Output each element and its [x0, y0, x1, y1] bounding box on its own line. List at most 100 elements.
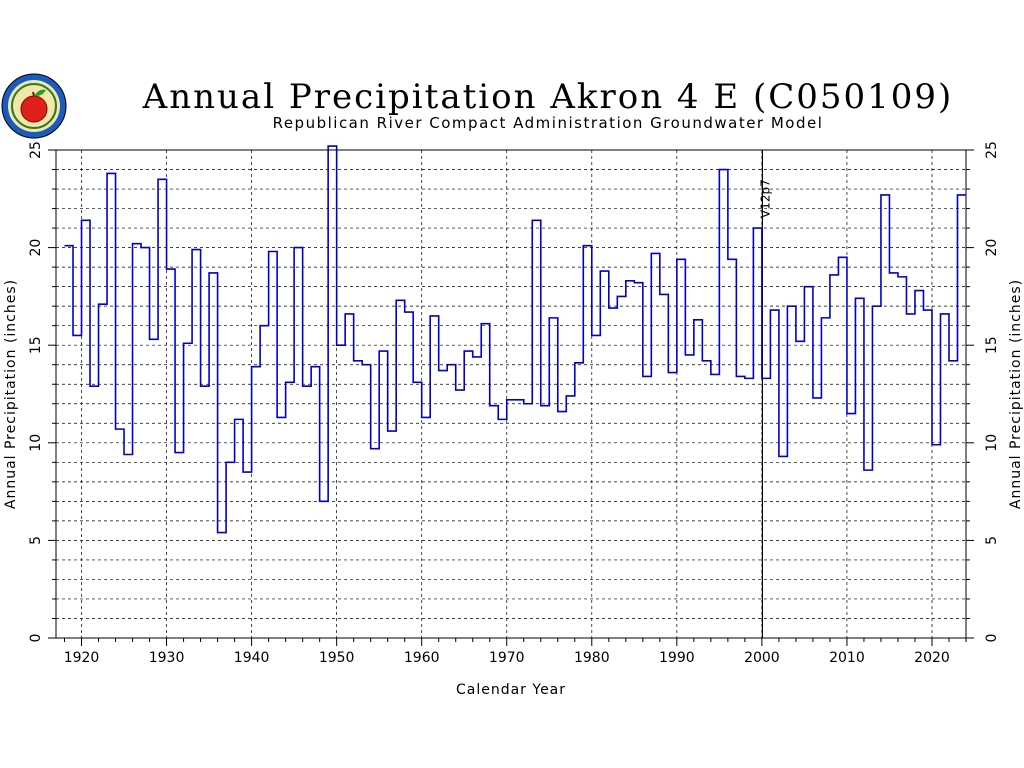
year-value-mark — [294, 247, 303, 249]
year-value-mark — [133, 243, 142, 245]
y-tick-label-right: 5 — [984, 536, 1000, 545]
year-value-mark — [787, 305, 796, 307]
y-tick-label-right: 10 — [984, 434, 1000, 452]
series-layer — [64, 145, 966, 534]
year-value-mark — [405, 311, 414, 313]
x-tick-label: 2010 — [829, 650, 865, 666]
y-tick-label-left: 10 — [28, 434, 44, 452]
year-value-mark — [583, 245, 592, 247]
year-value-mark — [940, 313, 949, 315]
y-axis-label-right: Annual Precipitation (inches) — [1008, 279, 1024, 509]
year-value-mark — [728, 258, 737, 260]
year-value-mark — [65, 245, 74, 247]
year-value-mark — [643, 375, 652, 377]
x-tick-label: 1960 — [404, 650, 440, 666]
year-value-mark — [770, 309, 779, 311]
year-value-mark — [252, 366, 261, 368]
precipitation-series-line — [64, 145, 966, 534]
year-value-mark — [456, 389, 465, 391]
year-value-mark — [719, 169, 728, 171]
year-value-mark — [923, 309, 932, 311]
year-value-mark — [345, 313, 354, 315]
year-value-mark — [379, 350, 388, 352]
year-value-mark — [711, 373, 720, 375]
year-value-mark — [600, 270, 609, 272]
year-value-mark — [821, 317, 830, 319]
chart-title: Annual Precipitation Akron 4 E (C050109) — [142, 77, 954, 117]
year-value-mark — [549, 317, 558, 319]
year-value-mark — [830, 274, 839, 276]
y-tick-label-right: 0 — [984, 634, 1000, 643]
year-value-mark — [175, 452, 184, 454]
year-value-mark — [422, 416, 431, 418]
year-value-mark — [575, 362, 584, 364]
year-value-mark — [141, 247, 150, 249]
year-value-mark — [507, 399, 516, 401]
year-value-mark — [915, 290, 924, 292]
year-value-mark — [286, 381, 295, 383]
year-value-mark — [813, 397, 822, 399]
year-value-mark — [498, 418, 507, 420]
year-value-mark — [847, 413, 856, 415]
x-tick-label: 1970 — [489, 650, 525, 666]
y-axis-label-left: Annual Precipitation (inches) — [3, 279, 19, 509]
year-value-mark — [872, 305, 881, 307]
year-value-mark — [660, 293, 669, 295]
year-value-mark — [396, 299, 405, 301]
annotation-layer: V12p7 — [758, 150, 772, 638]
year-value-mark — [371, 448, 380, 450]
year-value-mark — [838, 256, 847, 258]
y-tick-label-left: 20 — [28, 239, 44, 257]
year-value-mark — [753, 227, 762, 229]
x-tick-label: 1950 — [319, 650, 355, 666]
year-value-mark — [320, 500, 329, 502]
year-value-mark — [150, 338, 159, 340]
y-tick-label-left: 15 — [28, 336, 44, 354]
x-tick-label: 1990 — [659, 650, 695, 666]
year-value-mark — [957, 194, 966, 196]
year-value-mark — [694, 319, 703, 321]
year-value-mark — [932, 444, 941, 446]
year-value-mark — [184, 342, 193, 344]
year-value-mark — [82, 219, 91, 221]
y-tick-label-right: 25 — [984, 141, 1000, 159]
year-value-mark — [634, 282, 643, 284]
rrca-logo — [1, 73, 67, 139]
year-value-mark — [651, 252, 660, 254]
y-tick-label-left: 25 — [28, 141, 44, 159]
year-value-mark — [124, 454, 133, 456]
year-value-mark — [736, 375, 745, 377]
year-value-mark — [804, 286, 813, 288]
year-value-mark — [192, 249, 201, 251]
year-value-mark — [685, 354, 694, 356]
year-value-mark — [354, 360, 363, 362]
year-value-mark — [532, 219, 541, 221]
y-tick-label-right: 20 — [984, 239, 1000, 257]
year-value-mark — [626, 280, 635, 282]
year-value-mark — [796, 340, 805, 342]
year-value-mark — [243, 471, 252, 473]
year-value-mark — [328, 145, 337, 147]
year-value-mark — [881, 194, 890, 196]
year-value-mark — [235, 418, 244, 420]
year-value-mark — [906, 313, 915, 315]
year-value-mark — [464, 350, 473, 352]
y-tick-label-left: 0 — [28, 634, 44, 643]
year-value-mark — [855, 297, 864, 299]
year-value-mark — [260, 325, 269, 327]
y-tick-label-left: 5 — [28, 536, 44, 545]
x-tick-label: 1930 — [149, 650, 185, 666]
year-value-mark — [218, 532, 227, 534]
year-value-mark — [949, 360, 958, 362]
x-tick-label: 1920 — [64, 650, 100, 666]
year-value-mark — [439, 370, 448, 372]
year-value-mark — [447, 364, 456, 366]
y-tick-label-right: 15 — [984, 336, 1000, 354]
year-value-mark — [541, 405, 550, 407]
year-value-mark — [90, 385, 99, 387]
x-axis-label: Calendar Year — [456, 682, 566, 698]
year-value-mark — [592, 334, 601, 336]
year-value-mark — [116, 428, 125, 430]
year-value-mark — [167, 268, 176, 270]
